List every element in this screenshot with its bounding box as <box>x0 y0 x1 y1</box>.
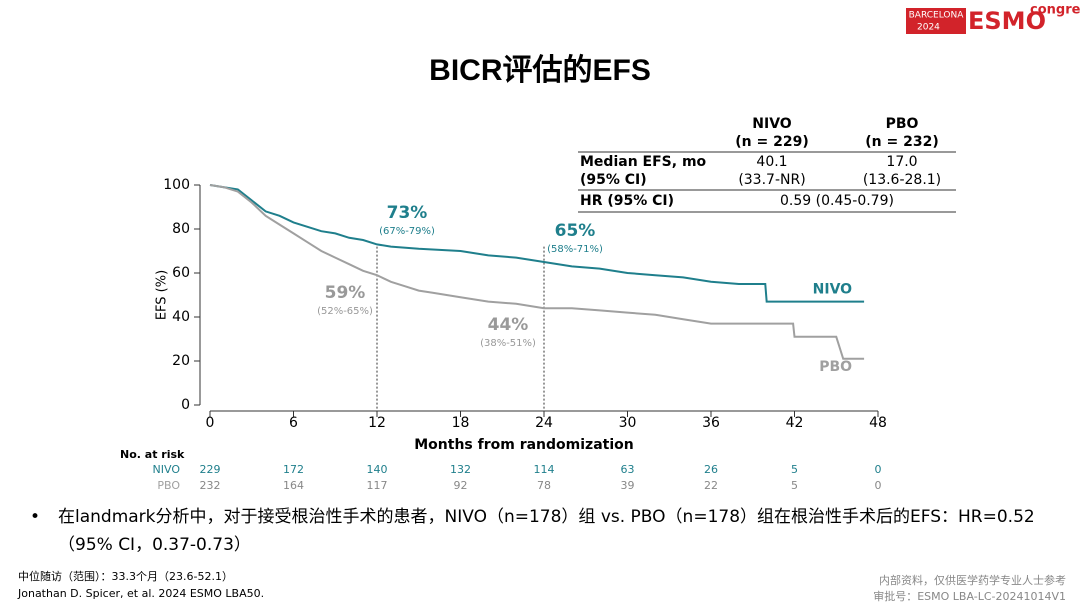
at-risk-value: 22 <box>704 479 718 492</box>
at-risk-value: 5 <box>791 463 798 476</box>
at-risk-value: 63 <box>621 463 635 476</box>
x-tick-label: 6 <box>289 415 298 431</box>
table-header: PBO <box>886 116 919 132</box>
at-risk-value: 117 <box>367 479 388 492</box>
y-tick-label: 80 <box>172 221 190 237</box>
at-risk-value: 232 <box>200 479 221 492</box>
series-line <box>209 184 865 360</box>
table-header: (n = 232) <box>865 134 938 150</box>
table-cell: 40.1 <box>756 154 787 170</box>
x-tick-label: 18 <box>452 415 470 431</box>
annotation-ci: (58%-71%) <box>547 244 603 255</box>
x-tick-label: 12 <box>368 415 386 431</box>
footnote: 中位随访（范围）：33.3个月（23.6-52.1） <box>18 570 233 583</box>
at-risk-title: No. at risk <box>120 448 185 461</box>
at-risk-value: 172 <box>283 463 304 476</box>
y-tick-label: 60 <box>172 265 190 281</box>
table-cell: 0.59 (0.45-0.79) <box>780 193 894 209</box>
at-risk-value: 132 <box>450 463 471 476</box>
x-tick-label: 24 <box>535 415 553 431</box>
logo-event: congress <box>1030 3 1080 18</box>
logo-text: BARCELONA <box>909 11 965 21</box>
table-cell: 17.0 <box>886 154 917 170</box>
bullet: • 在landmark分析中，对于接受根治性手术的患者，NIVO（n=178）组 … <box>30 507 1035 555</box>
at-risk-value: 92 <box>454 479 468 492</box>
annotation-ci: (52%-65%) <box>317 306 373 317</box>
at-risk-name: PBO <box>157 479 180 492</box>
x-tick-label: 0 <box>206 415 215 431</box>
at-risk-value: 26 <box>704 463 718 476</box>
annotation: 59% <box>325 283 366 303</box>
logo-box <box>906 8 966 34</box>
table-cell: Median EFS, mo <box>580 154 707 170</box>
at-risk-value: 5 <box>791 479 798 492</box>
x-tick-label: 42 <box>786 415 804 431</box>
disclaimer: 内部资料，仅供医学药学专业人士参考 审批号：ESMO LBA-LC-2024101… <box>873 572 1066 604</box>
at-risk-value: 229 <box>200 463 221 476</box>
table-header: (n = 229) <box>735 134 808 150</box>
series-line <box>209 184 865 303</box>
y-tick-label: 100 <box>163 177 190 193</box>
at-risk-value: 78 <box>537 479 551 492</box>
x-tick-label: 36 <box>702 415 720 431</box>
table-cell: (95% CI) <box>580 172 647 188</box>
annotation-ci: (67%-79%) <box>379 226 435 237</box>
table-cell: (33.7-NR) <box>738 172 805 188</box>
y-tick-label: 0 <box>181 397 190 413</box>
table-cell: (13.6-28.1) <box>863 172 941 188</box>
annotation: 65% <box>555 221 596 241</box>
series-label: NIVO <box>813 282 853 298</box>
x-axis-label: Months from randomization <box>414 437 633 453</box>
annotation: 73% <box>387 203 428 223</box>
at-risk-value: 39 <box>621 479 635 492</box>
at-risk-value: 164 <box>283 479 304 492</box>
logo-text: 2024 <box>917 23 940 33</box>
at-risk-name: NIVO <box>153 463 181 476</box>
logo-brand: ESMO <box>968 7 1046 35</box>
footnote: Jonathan D. Spicer, et al. 2024 ESMO LBA… <box>18 587 265 600</box>
bullet-text: 在landmark分析中，对于接受根治性手术的患者，NIVO（n=178）组 v… <box>58 507 1035 555</box>
annotation: 44% <box>488 315 529 335</box>
at-risk-value: 114 <box>534 463 555 476</box>
table-cell: HR (95% CI) <box>580 193 674 209</box>
disclaimer-line: 审批号：ESMO LBA-LC-20241014V1 <box>873 590 1066 603</box>
disclaimer-line: 内部资料，仅供医学药学专业人士参考 <box>879 574 1066 587</box>
table-header: NIVO <box>752 116 792 132</box>
title: BICR评估的EFS <box>429 54 651 87</box>
y-tick-label: 40 <box>172 309 190 325</box>
at-risk-value: 0 <box>875 463 882 476</box>
y-axis-label: EFS (%) <box>155 270 170 320</box>
series-label: PBO <box>819 359 852 375</box>
y-tick-label: 20 <box>172 353 190 369</box>
x-tick-label: 48 <box>869 415 887 431</box>
at-risk-value: 0 <box>875 479 882 492</box>
x-tick-label: 30 <box>619 415 637 431</box>
at-risk-value: 140 <box>367 463 388 476</box>
annotation-ci: (38%-51%) <box>480 338 536 349</box>
